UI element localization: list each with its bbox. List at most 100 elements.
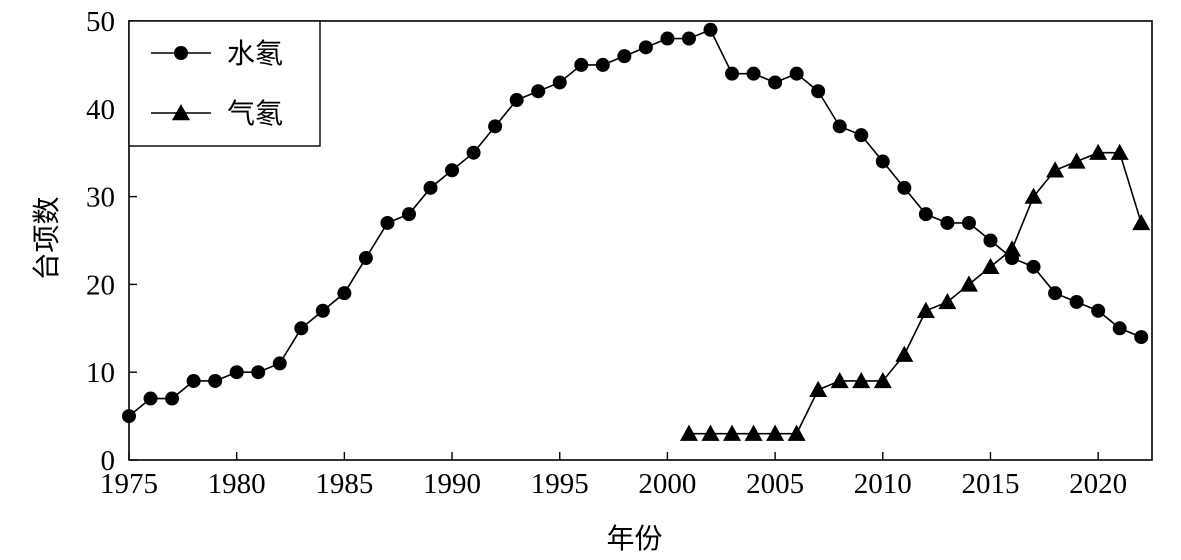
data-point: [401, 207, 416, 222]
legend-marker: [172, 104, 190, 121]
data-point: [1048, 286, 1063, 301]
data-point: [380, 215, 395, 230]
data-point: [981, 257, 1000, 275]
data-point: [165, 391, 180, 406]
y-tick-label: 50: [86, 6, 115, 38]
data-point: [852, 371, 871, 389]
data-point: [701, 424, 720, 441]
data-point: [1132, 213, 1151, 231]
data-point: [854, 128, 869, 143]
x-tick-label: 2010: [854, 468, 912, 500]
series-1: [122, 22, 1149, 424]
x-tick-label: 2015: [961, 468, 1019, 500]
data-point: [1046, 161, 1065, 178]
data-point: [251, 365, 266, 380]
x-tick-label: 1975: [100, 468, 158, 500]
data-point: [531, 84, 546, 99]
data-point: [768, 75, 783, 90]
data-point: [916, 301, 935, 318]
legend-box: [128, 20, 321, 147]
data-point: [509, 93, 524, 108]
data-point: [766, 424, 785, 441]
y-axis-title: 台项数: [30, 196, 63, 280]
x-axis-title: 年份: [606, 522, 662, 555]
x-tick-label: 2000: [638, 468, 696, 500]
x-tick-label: 1990: [423, 468, 481, 500]
x-tick-label: 1980: [208, 468, 266, 500]
data-point: [983, 233, 998, 248]
data-point: [122, 409, 136, 424]
data-point: [660, 31, 675, 46]
axes: 0 10 20 30 40 50 1975 1980 1985 1990 1995 2000 2005 2…: [86, 6, 1153, 500]
data-point: [959, 275, 978, 292]
series-2: [679, 143, 1151, 441]
data-point: [638, 40, 653, 55]
data-point: [787, 424, 806, 441]
data-point: [229, 365, 244, 380]
y-tick-label: 30: [86, 182, 115, 214]
data-point: [809, 380, 828, 397]
data-point: [961, 215, 976, 230]
data-point: [1067, 152, 1086, 169]
data-point: [315, 303, 330, 318]
data-point: [832, 119, 847, 134]
y-tick-label: 10: [86, 357, 115, 389]
data-point: [186, 373, 201, 388]
x-tick-label: 2020: [1069, 468, 1127, 500]
x-tick-label: 1985: [315, 468, 373, 500]
legend-label: 气氡: [227, 97, 283, 130]
data-point: [337, 286, 352, 301]
data-point: [1024, 187, 1043, 204]
data-point: [423, 180, 438, 195]
data-point: [723, 424, 742, 441]
data-point: [875, 154, 890, 169]
data-point: [873, 371, 892, 389]
data-point: [1091, 303, 1106, 318]
data-point: [595, 57, 610, 72]
data-point: [466, 145, 481, 160]
series-line: [688, 151, 1142, 435]
data-point: [358, 251, 373, 266]
data-point: [1069, 294, 1084, 309]
data-point: [679, 424, 698, 441]
data-point: [918, 207, 933, 222]
data-point: [1112, 321, 1127, 336]
data-point: [1110, 143, 1129, 160]
data-point: [725, 66, 740, 81]
data-point: [897, 180, 912, 195]
data-point: [143, 391, 158, 406]
data-point: [811, 84, 826, 99]
data-point: [208, 373, 223, 388]
series-layer: [122, 22, 1151, 441]
data-point: [445, 163, 460, 178]
data-point: [1089, 143, 1108, 160]
data-point: [940, 215, 955, 230]
data-point: [938, 292, 957, 310]
data-point: [895, 345, 914, 362]
data-point: [744, 424, 763, 441]
data-point: [272, 356, 287, 371]
y-tick-label: 20: [86, 269, 115, 301]
data-point: [681, 31, 696, 46]
data-point: [1134, 330, 1149, 345]
data-point: [488, 119, 503, 134]
x-tick-label: 1995: [531, 468, 589, 500]
data-point: [294, 321, 309, 336]
data-point: [552, 75, 567, 90]
y-tick-label: 40: [86, 94, 115, 126]
data-point: [703, 22, 718, 37]
data-point: [789, 66, 804, 81]
data-point: [1003, 240, 1022, 257]
plot-frame: [128, 20, 1153, 461]
data-point: [1026, 259, 1041, 274]
x-tick-label: 2005: [746, 468, 804, 500]
data-point: [617, 49, 632, 64]
data-point: [746, 66, 761, 81]
data-point: [574, 57, 589, 72]
legend-marker: [174, 46, 188, 60]
legend-label: 水氡: [227, 37, 283, 70]
y-tick-label: 0: [101, 445, 116, 477]
data-point: [830, 371, 849, 389]
